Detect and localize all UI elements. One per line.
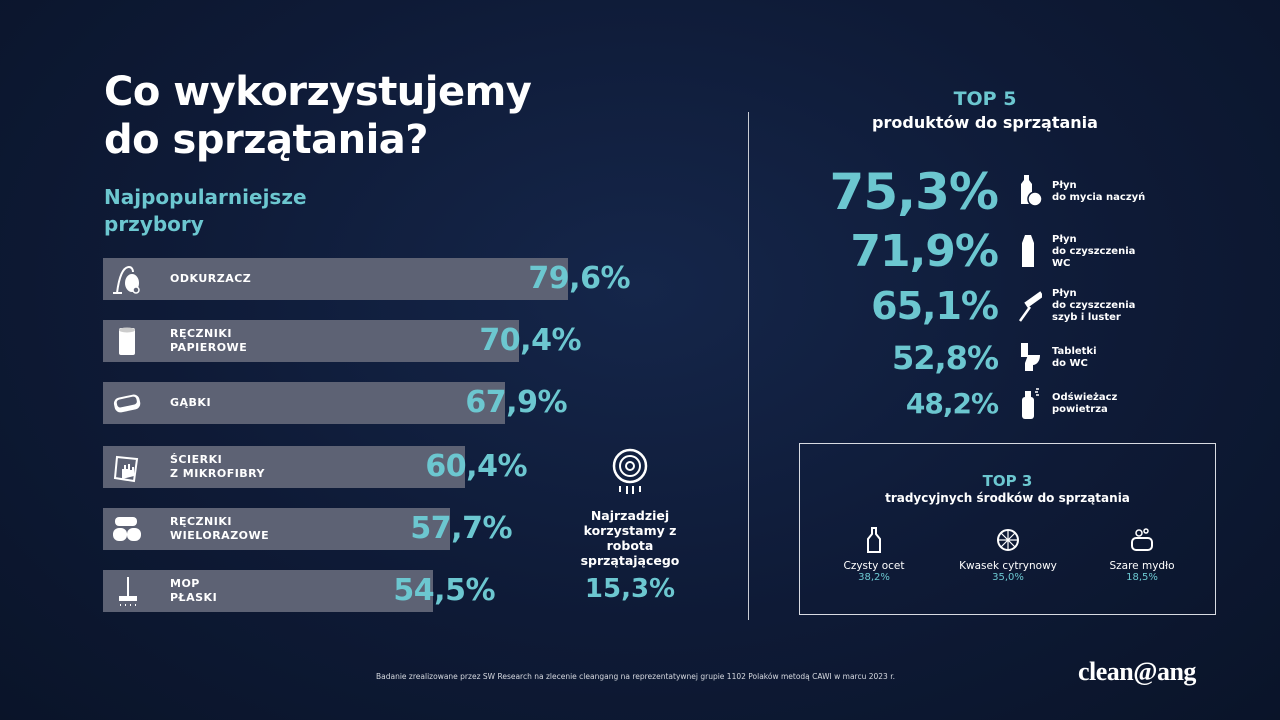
top5-value: 65,1% xyxy=(871,284,999,328)
top5-label: Płyn do czyszczenia WC xyxy=(1052,234,1136,269)
top5-label: Płyn do czyszczenia szyb i luster xyxy=(1052,288,1136,323)
sponge-icon xyxy=(113,394,141,413)
robot-label: Najrzadziej korzystamy z robota sprzątaj… xyxy=(580,508,680,568)
toilet-icon xyxy=(1021,343,1040,371)
top3-item: Szare mydło 18,5% xyxy=(1077,526,1207,583)
title-line: do sprzątania? xyxy=(104,117,428,163)
top3-value: 35,0% xyxy=(992,572,1024,583)
top3-item: Kwasek cytrynowy 35,0% xyxy=(943,526,1073,583)
top5-label: Płyn do mycia naczyń xyxy=(1052,180,1146,203)
top5-value: 52,8% xyxy=(891,339,999,377)
bar: ODKURZACZ xyxy=(103,258,568,300)
bar-label: GĄBKI xyxy=(170,396,212,409)
towels-icon xyxy=(113,517,141,541)
top5-value: 48,2% xyxy=(905,387,999,420)
bar-value-label: 57,7% xyxy=(410,511,512,546)
bar-label: ŚCIERKI Z MIKROFIBRY xyxy=(170,453,266,480)
vinegar-bottle-icon xyxy=(867,527,881,553)
title-line: Co wykorzystujemy xyxy=(104,69,532,115)
bar-value-label: 54,5% xyxy=(393,573,495,608)
bar: RĘCZNIKI WIELORAZOWE xyxy=(103,508,450,550)
top3-name: Kwasek cytrynowy xyxy=(959,560,1057,572)
bar: MOP PŁASKI xyxy=(103,570,433,612)
top5-heading: TOP 5 xyxy=(953,88,1017,110)
air-freshener-icon xyxy=(1022,388,1039,419)
flat-mop-icon xyxy=(119,577,137,606)
footnote: Badanie zrealizowane przez SW Research n… xyxy=(376,672,895,681)
bar: ŚCIERKI Z MIKROFIBRY xyxy=(103,446,465,488)
bar-label: RĘCZNIKI WIELORAZOWE xyxy=(170,515,270,542)
top3-value: 38,2% xyxy=(858,572,890,583)
top5-item: 52,8% Tabletki do WC xyxy=(780,340,1200,376)
page-title: Co wykorzystujemy do sprzątania? xyxy=(104,68,532,164)
robot-stat: Najrzadziej korzystamy z robota sprzątaj… xyxy=(560,448,700,604)
section-subtitle: Najpopularniejsze przybory xyxy=(104,184,307,238)
top3-value: 18,5% xyxy=(1126,572,1158,583)
bar-value-label: 60,4% xyxy=(425,449,527,484)
top5-value: 75,3% xyxy=(829,163,999,221)
subtitle-line: przybory xyxy=(104,212,204,236)
microfiber-cloth-icon xyxy=(113,455,139,483)
paper-towel-icon xyxy=(119,327,135,355)
soap-bar-icon xyxy=(1131,528,1153,551)
cleangang-logo: clean@ang xyxy=(1078,657,1196,686)
bar-label: ODKURZACZ xyxy=(170,272,252,285)
top5-subheading: produktów do sprzątania xyxy=(872,113,1098,132)
top3-name: Szare mydło xyxy=(1109,560,1175,572)
dish-soap-icon xyxy=(1021,175,1042,207)
lemon-slice-icon xyxy=(997,529,1019,551)
bar-value-label: 67,9% xyxy=(465,385,567,420)
robot-value: 15,3% xyxy=(584,574,676,604)
top3-item: Czysty ocet 38,2% xyxy=(809,526,939,583)
bar: GĄBKI xyxy=(103,382,505,424)
subtitle-line: Najpopularniejsze xyxy=(104,185,307,209)
top5-item: 65,1% Płyn do czyszczenia szyb i luster xyxy=(780,285,1200,327)
bar: RĘCZNIKI PAPIEROWE xyxy=(103,320,519,362)
top5-value: 71,9% xyxy=(850,226,999,277)
bar-value-label: 70,4% xyxy=(479,323,581,358)
bar-label: MOP PŁASKI xyxy=(170,577,218,604)
top5-label: Odświeżacz powietrza xyxy=(1052,392,1118,415)
window-squeegee-icon xyxy=(1018,291,1042,322)
top5-header: TOP 5 produktów do sprzątania xyxy=(790,88,1180,132)
top3-subheading: tradycyjnych środków do sprzątania xyxy=(885,491,1130,505)
top5-item: 71,9% Płyn do czyszczenia WC xyxy=(780,228,1200,276)
divider xyxy=(748,112,749,620)
bar-label: RĘCZNIKI PAPIEROWE xyxy=(170,327,248,354)
top3-name: Czysty ocet xyxy=(843,560,905,572)
top5-item: 75,3% Płyn do mycia naczyń xyxy=(780,165,1200,219)
robot-vacuum-icon xyxy=(612,448,648,494)
top5-label: Tabletki do WC xyxy=(1052,346,1097,369)
top3-heading: TOP 3 xyxy=(982,472,1033,490)
top3-box: TOP 3 tradycyjnych środków do sprzątania… xyxy=(799,443,1216,615)
bar-value-label: 79,6% xyxy=(528,261,630,296)
vacuum-icon xyxy=(113,265,140,294)
top5-item: 48,2% Odświeżacz powietrza xyxy=(780,388,1200,420)
toilet-cleaner-icon xyxy=(1022,235,1034,267)
